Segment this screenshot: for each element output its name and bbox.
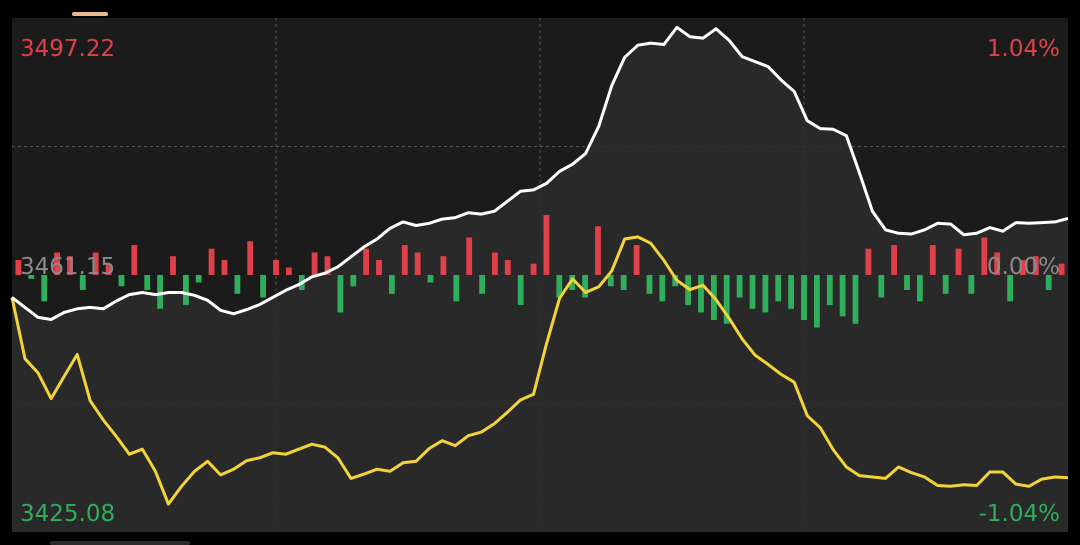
volume-bar xyxy=(234,275,241,294)
volume-bar xyxy=(968,275,975,294)
base-pct-label: 0.00% xyxy=(986,254,1060,280)
volume-bar xyxy=(633,245,640,275)
volume-bar xyxy=(788,275,794,309)
volume-bar xyxy=(955,248,962,275)
volume-bar xyxy=(28,275,35,279)
volume-bar xyxy=(363,248,369,275)
drag-handle-indicator xyxy=(72,12,108,16)
volume-bar xyxy=(917,275,923,302)
volume-bar xyxy=(904,275,910,290)
volume-bar xyxy=(15,260,22,275)
volume-bar xyxy=(376,260,382,275)
volume-bar xyxy=(195,275,202,283)
volume-bar xyxy=(929,245,936,275)
volume-bar xyxy=(79,275,86,290)
volume-bar xyxy=(891,245,897,275)
volume-bar xyxy=(324,256,331,275)
price-lines xyxy=(10,25,1069,506)
volume-bar xyxy=(826,275,833,305)
volume-bar xyxy=(762,275,769,313)
volume-bar xyxy=(517,275,524,305)
volume-bar xyxy=(427,275,434,283)
volume-bar xyxy=(157,275,163,309)
volume-bar xyxy=(672,275,679,287)
volume-bar xyxy=(659,275,666,302)
volume-bar xyxy=(994,252,1001,275)
volume-bar xyxy=(41,275,48,302)
max-pct-label: 1.04% xyxy=(986,36,1060,62)
volume-bar xyxy=(1045,275,1052,290)
volume-bar xyxy=(814,275,820,328)
volume-bar xyxy=(723,275,730,324)
volume-bar xyxy=(942,275,949,294)
volume-bar xyxy=(543,215,550,275)
volume-bar xyxy=(440,256,447,275)
volume-bar xyxy=(1020,260,1026,275)
volume-bar xyxy=(286,267,292,275)
volume-bar xyxy=(401,245,408,275)
volume-bar xyxy=(337,275,344,313)
volume-bar xyxy=(878,275,885,298)
volume-bar xyxy=(595,226,601,275)
volume-bar xyxy=(1032,256,1039,275)
volume-bar xyxy=(389,275,395,294)
max-price-label: 3497.22 xyxy=(20,36,116,62)
volume-bar xyxy=(350,275,357,287)
volume-bar xyxy=(852,275,859,324)
volume-bar xyxy=(183,275,189,305)
volume-bar xyxy=(569,275,576,290)
volume-bar xyxy=(981,237,988,275)
series-line-yellow xyxy=(10,235,1069,506)
series-line-white xyxy=(11,25,1069,321)
volume-bar xyxy=(466,237,473,275)
volume-bar xyxy=(775,275,782,302)
volume-bar xyxy=(492,252,498,275)
volume-bar xyxy=(607,275,614,287)
volume-bar xyxy=(453,275,460,302)
volume-bar xyxy=(865,248,872,275)
volume-bar xyxy=(208,248,215,275)
scroll-indicator xyxy=(50,541,190,545)
base-price-label: 3461.15 xyxy=(20,254,116,280)
min-price-label: 3425.08 xyxy=(20,501,116,527)
volume-bar xyxy=(1058,263,1065,275)
volume-bar xyxy=(749,275,756,309)
volume-bar xyxy=(530,263,537,275)
volume-bar xyxy=(556,275,563,298)
volume-bar xyxy=(839,275,846,317)
volume-bar xyxy=(736,275,743,298)
volume-bar xyxy=(311,252,318,275)
volume-bar xyxy=(620,275,627,290)
volume-bar xyxy=(131,245,138,275)
volume-bar xyxy=(1007,275,1013,302)
volume-bar xyxy=(414,252,421,275)
volume-bar xyxy=(54,252,60,275)
volume-bar xyxy=(260,275,266,298)
volume-bar xyxy=(144,275,151,290)
volume-bar xyxy=(582,275,588,298)
min-pct-label: -1.04% xyxy=(978,501,1060,527)
volume-bar xyxy=(118,275,125,287)
volume-bar xyxy=(801,275,807,320)
volume-bar xyxy=(504,260,511,275)
volume-bar xyxy=(247,241,254,275)
volume-bar xyxy=(92,252,99,275)
volume-bar xyxy=(221,260,228,275)
volume-bar xyxy=(67,256,73,275)
volume-bar xyxy=(170,256,176,275)
volume-bar xyxy=(273,260,279,275)
volume-bar xyxy=(698,275,704,313)
volume-bars xyxy=(15,215,1065,328)
volume-bar xyxy=(646,275,653,294)
volume-bar xyxy=(479,275,485,294)
volume-bar xyxy=(105,263,112,275)
